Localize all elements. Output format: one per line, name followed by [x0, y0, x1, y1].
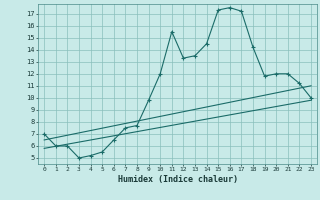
X-axis label: Humidex (Indice chaleur): Humidex (Indice chaleur) — [118, 175, 238, 184]
